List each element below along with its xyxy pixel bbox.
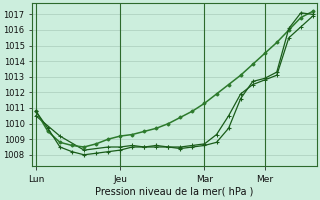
- X-axis label: Pression niveau de la mer( hPa ): Pression niveau de la mer( hPa ): [95, 187, 253, 197]
